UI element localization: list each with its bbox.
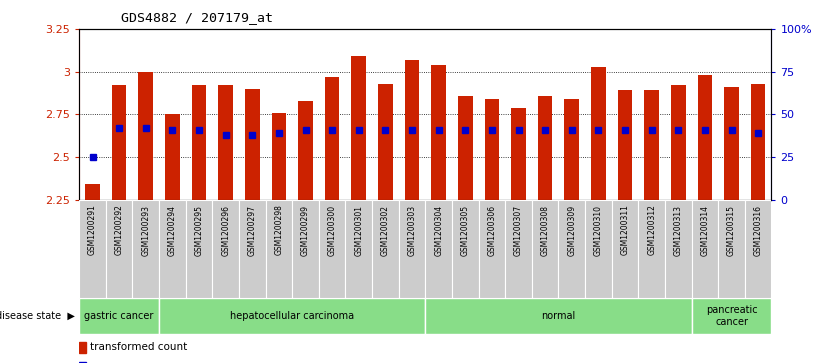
Bar — [611, 200, 638, 298]
Bar — [691, 200, 718, 298]
Bar — [272, 113, 286, 200]
Text: GSM1200304: GSM1200304 — [435, 205, 443, 256]
Bar — [79, 362, 86, 363]
Bar — [425, 298, 691, 334]
Bar — [292, 200, 319, 298]
Bar — [345, 200, 372, 298]
Bar — [751, 83, 766, 200]
Bar — [718, 200, 745, 298]
Text: GSM1200308: GSM1200308 — [540, 205, 550, 256]
Bar — [319, 200, 345, 298]
Bar — [724, 87, 739, 200]
Text: GSM1200312: GSM1200312 — [647, 205, 656, 256]
Text: GSM1200302: GSM1200302 — [381, 205, 390, 256]
Text: GSM1200313: GSM1200313 — [674, 205, 683, 256]
Bar — [245, 89, 259, 200]
Bar — [79, 298, 159, 334]
Bar — [745, 200, 771, 298]
Text: pancreatic
cancer: pancreatic cancer — [706, 305, 757, 327]
Text: transformed count: transformed count — [89, 342, 187, 352]
Bar — [691, 298, 771, 334]
Bar — [645, 90, 659, 200]
Bar — [591, 66, 605, 200]
Bar — [239, 200, 265, 298]
Bar — [351, 56, 366, 200]
Bar — [186, 200, 213, 298]
Bar — [404, 60, 420, 200]
Text: GSM1200303: GSM1200303 — [408, 205, 416, 256]
Text: gastric cancer: gastric cancer — [84, 311, 153, 321]
Text: GSM1200309: GSM1200309 — [567, 205, 576, 256]
Text: GSM1200294: GSM1200294 — [168, 205, 177, 256]
Bar — [324, 77, 339, 200]
Text: GSM1200307: GSM1200307 — [514, 205, 523, 256]
Text: normal: normal — [541, 311, 575, 321]
Text: GSM1200300: GSM1200300 — [328, 205, 337, 256]
Bar — [671, 85, 686, 200]
Bar — [479, 200, 505, 298]
Bar — [372, 200, 399, 298]
Bar — [618, 90, 632, 200]
Bar — [399, 200, 425, 298]
Text: GSM1200315: GSM1200315 — [727, 205, 736, 256]
Text: GSM1200295: GSM1200295 — [194, 205, 203, 256]
Bar — [159, 200, 186, 298]
Text: GSM1200298: GSM1200298 — [274, 205, 284, 256]
Bar — [192, 85, 206, 200]
Bar — [85, 184, 100, 200]
Text: GSM1200292: GSM1200292 — [114, 205, 123, 256]
Bar — [431, 65, 446, 200]
Text: GSM1200316: GSM1200316 — [754, 205, 762, 256]
Bar — [532, 200, 559, 298]
Bar — [213, 200, 239, 298]
Text: GSM1200314: GSM1200314 — [701, 205, 710, 256]
Bar — [265, 200, 292, 298]
Text: disease state  ▶: disease state ▶ — [0, 311, 75, 321]
Text: GSM1200311: GSM1200311 — [620, 205, 630, 256]
Text: hepatocellular carcinoma: hepatocellular carcinoma — [230, 311, 354, 321]
Text: GSM1200297: GSM1200297 — [248, 205, 257, 256]
Text: GSM1200306: GSM1200306 — [487, 205, 496, 256]
Bar — [138, 72, 153, 200]
Bar — [565, 99, 579, 200]
Bar — [665, 200, 691, 298]
Text: GSM1200296: GSM1200296 — [221, 205, 230, 256]
Bar — [378, 83, 393, 200]
Text: GSM1200291: GSM1200291 — [88, 205, 97, 256]
Text: GSM1200299: GSM1200299 — [301, 205, 310, 256]
Bar — [638, 200, 665, 298]
Bar — [79, 200, 106, 298]
Bar — [538, 95, 552, 200]
Bar — [511, 107, 526, 200]
Bar — [159, 298, 425, 334]
Bar — [106, 200, 133, 298]
Text: GSM1200305: GSM1200305 — [460, 205, 470, 256]
Bar — [425, 200, 452, 298]
Text: GSM1200293: GSM1200293 — [141, 205, 150, 256]
Bar — [585, 200, 611, 298]
Bar — [112, 85, 127, 200]
Bar — [165, 114, 180, 200]
Bar — [452, 200, 479, 298]
Bar — [219, 85, 233, 200]
Bar — [458, 95, 473, 200]
Bar — [299, 101, 313, 200]
Bar — [697, 75, 712, 200]
Bar — [485, 99, 500, 200]
Bar — [133, 200, 159, 298]
Text: GDS4882 / 207179_at: GDS4882 / 207179_at — [121, 11, 273, 24]
Bar — [559, 200, 585, 298]
Text: GSM1200301: GSM1200301 — [354, 205, 364, 256]
Bar — [79, 342, 86, 353]
Text: GSM1200310: GSM1200310 — [594, 205, 603, 256]
Bar — [505, 200, 532, 298]
